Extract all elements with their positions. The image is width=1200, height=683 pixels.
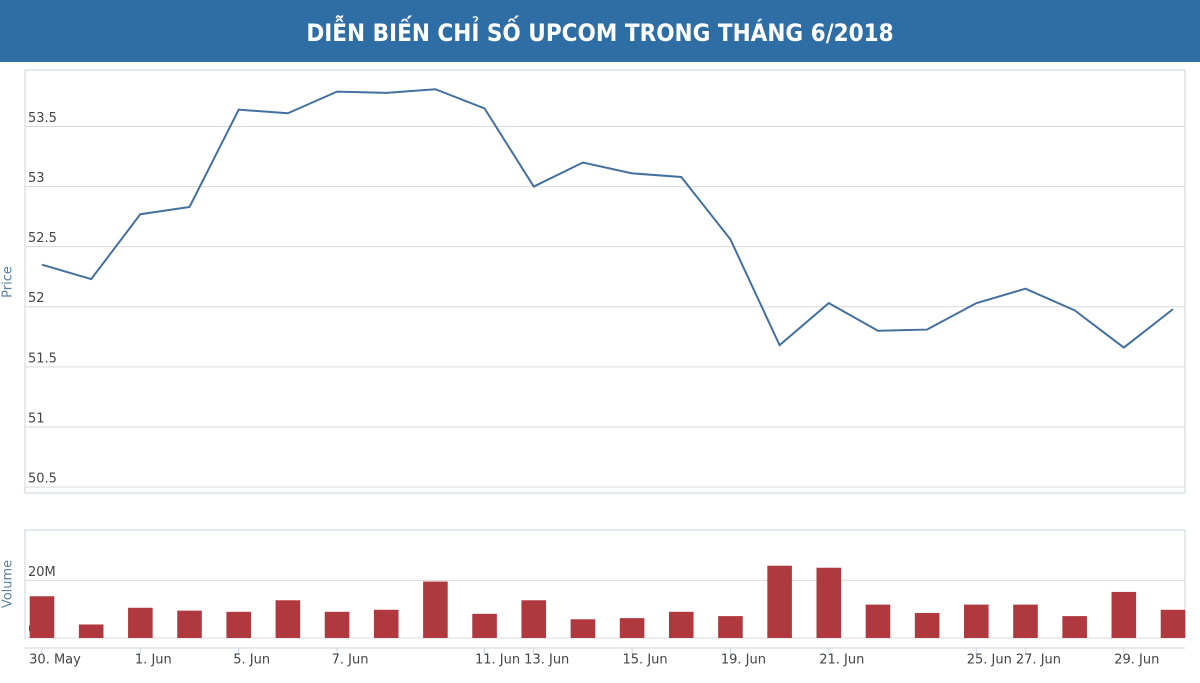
volume-bar — [275, 600, 301, 638]
volume-bar — [324, 611, 350, 638]
x-tick-label: 25. Jun — [967, 653, 1012, 668]
price-line — [41, 88, 1174, 349]
volume-bar — [128, 607, 153, 638]
volume-bar — [964, 604, 989, 638]
y-tick-label: 51.5 — [28, 351, 57, 366]
volume-bar — [1062, 616, 1087, 638]
x-tick-label: 1. Jun — [135, 653, 172, 668]
x-tick-label: 27. Jun — [1016, 653, 1061, 668]
y-axis-title: Volume — [1, 560, 16, 608]
volume-bar — [29, 596, 55, 638]
volume-bar — [472, 613, 497, 638]
y-axis-title: Price — [1, 266, 16, 298]
volume-bar — [767, 565, 792, 638]
volume-bar — [226, 611, 251, 638]
y-tick-label: 53 — [28, 171, 45, 186]
volume-bar — [570, 619, 596, 638]
x-tick-label: 13. Jun — [524, 653, 569, 668]
volume-bar — [1111, 591, 1137, 638]
x-tick-label: 7. Jun — [332, 653, 369, 668]
price-plot-frame — [24, 69, 1186, 494]
volume-bar — [865, 604, 891, 638]
volume-bar — [177, 610, 202, 638]
title-banner — [0, 0, 1200, 62]
x-tick-label: 21. Jun — [819, 653, 864, 668]
y-tick-label: 52.5 — [28, 231, 57, 246]
volume-bar — [423, 581, 448, 638]
chart-title: DIỄN BIẾN CHỈ SỐ UPCOM TRONG THÁNG 6/201… — [306, 14, 893, 47]
y-tick-label: 20M — [28, 565, 56, 580]
x-tick-label: 15. Jun — [623, 653, 668, 668]
y-tick-label: 50.5 — [28, 471, 57, 486]
x-tick-label: 11. Jun — [475, 653, 520, 668]
x-tick-label: 19. Jun — [721, 653, 766, 668]
volume-bar — [373, 609, 399, 638]
volume-bar — [1013, 604, 1038, 638]
x-tick-label: 5. Jun — [233, 653, 270, 668]
volume-bar — [521, 600, 547, 638]
y-tick-label: 52 — [28, 291, 45, 306]
volume-bar — [816, 567, 842, 638]
volume-bar — [718, 616, 743, 638]
y-tick-label: 51 — [28, 411, 45, 426]
volume-bar — [1160, 609, 1186, 638]
x-tick-label: 30. May — [29, 653, 81, 668]
y-tick-label: 53.5 — [28, 111, 57, 126]
volume-bar — [78, 624, 104, 638]
x-tick-label: 29. Jun — [1114, 653, 1159, 668]
volume-bar — [668, 611, 694, 638]
volume-bar — [619, 618, 645, 638]
volume-bar — [914, 612, 940, 638]
